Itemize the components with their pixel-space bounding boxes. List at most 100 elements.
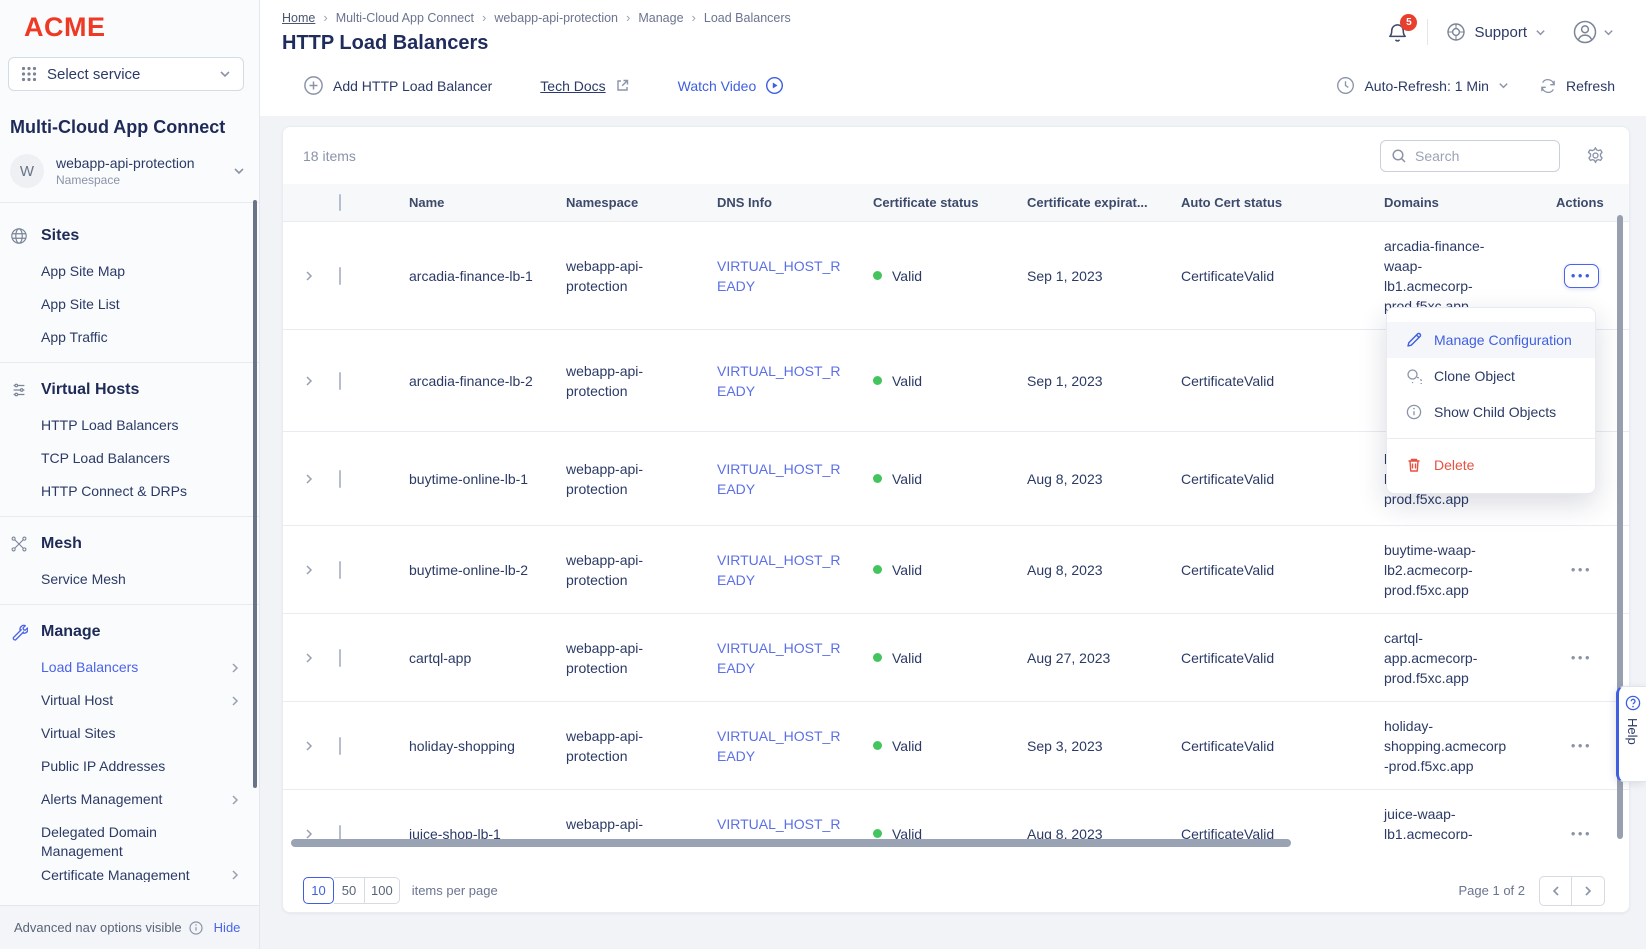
row-checkbox[interactable]: [339, 736, 341, 755]
context-menu-item-delete[interactable]: Delete: [1387, 447, 1595, 483]
row-actions-button[interactable]: •••: [1563, 263, 1599, 288]
row-expander[interactable]: [303, 740, 339, 752]
row-expander[interactable]: [303, 828, 339, 840]
breadcrumb-item[interactable]: Multi-Cloud App Connect: [335, 10, 474, 25]
row-actions-button[interactable]: •••: [1570, 825, 1592, 839]
sidebar-item-load-balancers[interactable]: Load Balancers: [0, 651, 259, 684]
dns-info-link[interactable]: VIRTUAL_HOST_READY: [717, 551, 841, 588]
cell-namespace: webapp-api-protection: [566, 362, 644, 399]
sidebar-item-http-load-balancers[interactable]: HTTP Load Balancers: [0, 409, 259, 442]
breadcrumb-item[interactable]: webapp-api-protection: [494, 10, 619, 25]
hide-advanced-nav-link[interactable]: Hide: [213, 920, 241, 935]
table-header-row: Name Namespace DNS Info Certificate status C…: [283, 184, 1629, 222]
add-http-load-balancer-button[interactable]: Add HTTP Load Balancer: [303, 75, 492, 96]
table-vertical-scrollbar[interactable]: [1617, 215, 1623, 839]
notifications-button[interactable]: 5: [1386, 13, 1418, 44]
advanced-nav-text: Advanced nav options visible: [14, 920, 182, 935]
cell-auto-cert-status: CertificateValid: [1181, 737, 1275, 754]
service-selector[interactable]: Select service: [8, 57, 244, 91]
sidebar-section-title: Manage: [41, 623, 101, 640]
row-checkbox[interactable]: [339, 824, 341, 839]
sidebar-item-delegated-domain-management[interactable]: Delegated Domain Management: [0, 816, 259, 868]
page-size-10[interactable]: 10: [303, 877, 334, 904]
sidebar-item-app-traffic[interactable]: App Traffic: [0, 321, 259, 354]
sidebar-scrollbar[interactable]: [253, 200, 257, 788]
help-tab[interactable]: Help: [1616, 686, 1646, 782]
sidebar-item-label: Delegated Domain Management: [41, 824, 157, 859]
row-expander[interactable]: [303, 564, 339, 576]
row-checkbox[interactable]: [339, 560, 341, 579]
row-expander[interactable]: [303, 473, 339, 485]
context-menu-item-show-child-objects[interactable]: Show Child Objects: [1387, 394, 1595, 430]
table-body: arcadia-finance-lb-1 webapp-api-protectio…: [283, 222, 1629, 839]
row-checkbox[interactable]: [339, 469, 341, 488]
refresh-button[interactable]: Refresh: [1539, 77, 1615, 95]
sidebar-item-app-site-list[interactable]: App Site List: [0, 288, 259, 321]
sidebar-item-http-connect-drps[interactable]: HTTP Connect & DRPs: [0, 475, 259, 508]
certificate-status-text: Valid: [892, 825, 923, 840]
clone-icon: [1405, 368, 1422, 384]
clock-icon: [1336, 76, 1355, 95]
table-row: holiday-shopping webapp-api-protection VIR…: [283, 702, 1629, 790]
cell-certificate-status: Valid: [873, 266, 1027, 286]
sidebar-item-service-mesh[interactable]: Service Mesh: [0, 563, 259, 596]
dns-info-link[interactable]: VIRTUAL_HOST_READY: [717, 362, 841, 399]
support-menu[interactable]: Support: [1446, 22, 1546, 42]
sidebar-section-heading: Virtual Hosts: [0, 371, 259, 409]
sidebar: ACME Select service Multi-Cloud App Conn…: [0, 0, 260, 949]
tech-docs-link[interactable]: Tech Docs: [540, 78, 629, 94]
sidebar-item-virtual-sites[interactable]: Virtual Sites: [0, 717, 259, 750]
sidebar-item-label: App Site List: [41, 296, 120, 312]
bell-icon: [1389, 23, 1407, 42]
row-expander[interactable]: [303, 375, 339, 387]
search-icon: [1391, 148, 1407, 164]
auto-refresh-selector[interactable]: Auto-Refresh: 1 Min: [1336, 76, 1509, 95]
dns-info-link[interactable]: VIRTUAL_HOST_READY: [717, 815, 841, 840]
cell-auto-cert-status: CertificateValid: [1181, 372, 1275, 389]
dns-info-link[interactable]: VIRTUAL_HOST_READY: [717, 727, 841, 764]
table-horizontal-scrollbar[interactable]: [291, 839, 1291, 847]
dns-info-link[interactable]: VIRTUAL_HOST_READY: [717, 460, 841, 497]
prev-page-button[interactable]: [1539, 875, 1572, 906]
sidebar-item-app-site-map[interactable]: App Site Map: [0, 255, 259, 288]
row-actions-button[interactable]: •••: [1570, 561, 1592, 577]
table-search[interactable]: [1380, 139, 1560, 172]
sidebar-item-alerts-management[interactable]: Alerts Management: [0, 783, 259, 816]
breadcrumb-item[interactable]: Home: [282, 10, 316, 25]
cell-certificate-status: Valid: [873, 560, 1027, 580]
search-input[interactable]: [1415, 147, 1535, 164]
watch-video-link[interactable]: Watch Video: [678, 76, 785, 95]
sidebar-item-virtual-host[interactable]: Virtual Host: [0, 684, 259, 717]
next-page-button[interactable]: [1572, 875, 1605, 906]
table-footer: 10 50 100 items per page Page 1 of 2: [283, 867, 1629, 912]
row-actions-button[interactable]: •••: [1570, 649, 1592, 665]
row-expander[interactable]: [303, 652, 339, 664]
row-checkbox[interactable]: [339, 371, 341, 390]
sidebar-item-certificate-management[interactable]: Certificate Management: [0, 868, 259, 882]
row-actions-button[interactable]: •••: [1570, 737, 1592, 753]
breadcrumb-item[interactable]: Load Balancers: [703, 10, 791, 25]
context-menu-item-manage-configuration[interactable]: Manage Configuration: [1387, 322, 1595, 358]
row-expander[interactable]: [303, 270, 339, 282]
select-all-checkbox[interactable]: [339, 194, 341, 211]
account-menu[interactable]: [1572, 19, 1614, 45]
context-menu-item-clone-object[interactable]: Clone Object: [1387, 358, 1595, 394]
namespace-selector[interactable]: W webapp-api-protection Namespace: [0, 138, 259, 202]
cell-domains: arcadia-finance-waap-lb1.acmecorp-prod.f…: [1384, 237, 1485, 314]
certificate-status-text: Valid: [892, 470, 923, 487]
table-settings-button[interactable]: [1586, 146, 1605, 165]
row-checkbox[interactable]: [339, 648, 341, 667]
items-count: 18 items: [303, 147, 356, 164]
table-row: arcadia-finance-lb-1 webapp-api-protectio…: [283, 222, 1629, 330]
dns-info-link[interactable]: VIRTUAL_HOST_READY: [717, 257, 841, 294]
page-size-50[interactable]: 50: [334, 877, 365, 904]
status-dot-green: [873, 474, 882, 483]
page-size-100[interactable]: 100: [365, 877, 400, 904]
row-checkbox[interactable]: [339, 266, 341, 285]
notification-badge: 5: [1400, 13, 1418, 31]
dns-info-link[interactable]: VIRTUAL_HOST_READY: [717, 639, 841, 676]
breadcrumb-item[interactable]: Manage: [638, 10, 684, 25]
sidebar-item-public-ip-addresses[interactable]: Public IP Addresses: [0, 750, 259, 783]
user-avatar-icon: [1572, 19, 1598, 45]
sidebar-item-tcp-load-balancers[interactable]: TCP Load Balancers: [0, 442, 259, 475]
